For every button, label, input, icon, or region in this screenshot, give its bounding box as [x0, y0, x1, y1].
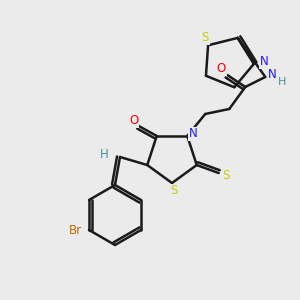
- Text: H: H: [100, 148, 108, 161]
- Text: S: S: [222, 169, 230, 182]
- Text: S: S: [170, 184, 178, 197]
- Text: H: H: [278, 77, 286, 87]
- Text: N: N: [189, 128, 198, 140]
- Text: O: O: [129, 115, 138, 128]
- Text: O: O: [217, 62, 226, 76]
- Text: Br: Br: [68, 224, 82, 236]
- Text: N: N: [260, 55, 268, 68]
- Text: S: S: [201, 31, 209, 44]
- Text: N: N: [268, 68, 277, 82]
